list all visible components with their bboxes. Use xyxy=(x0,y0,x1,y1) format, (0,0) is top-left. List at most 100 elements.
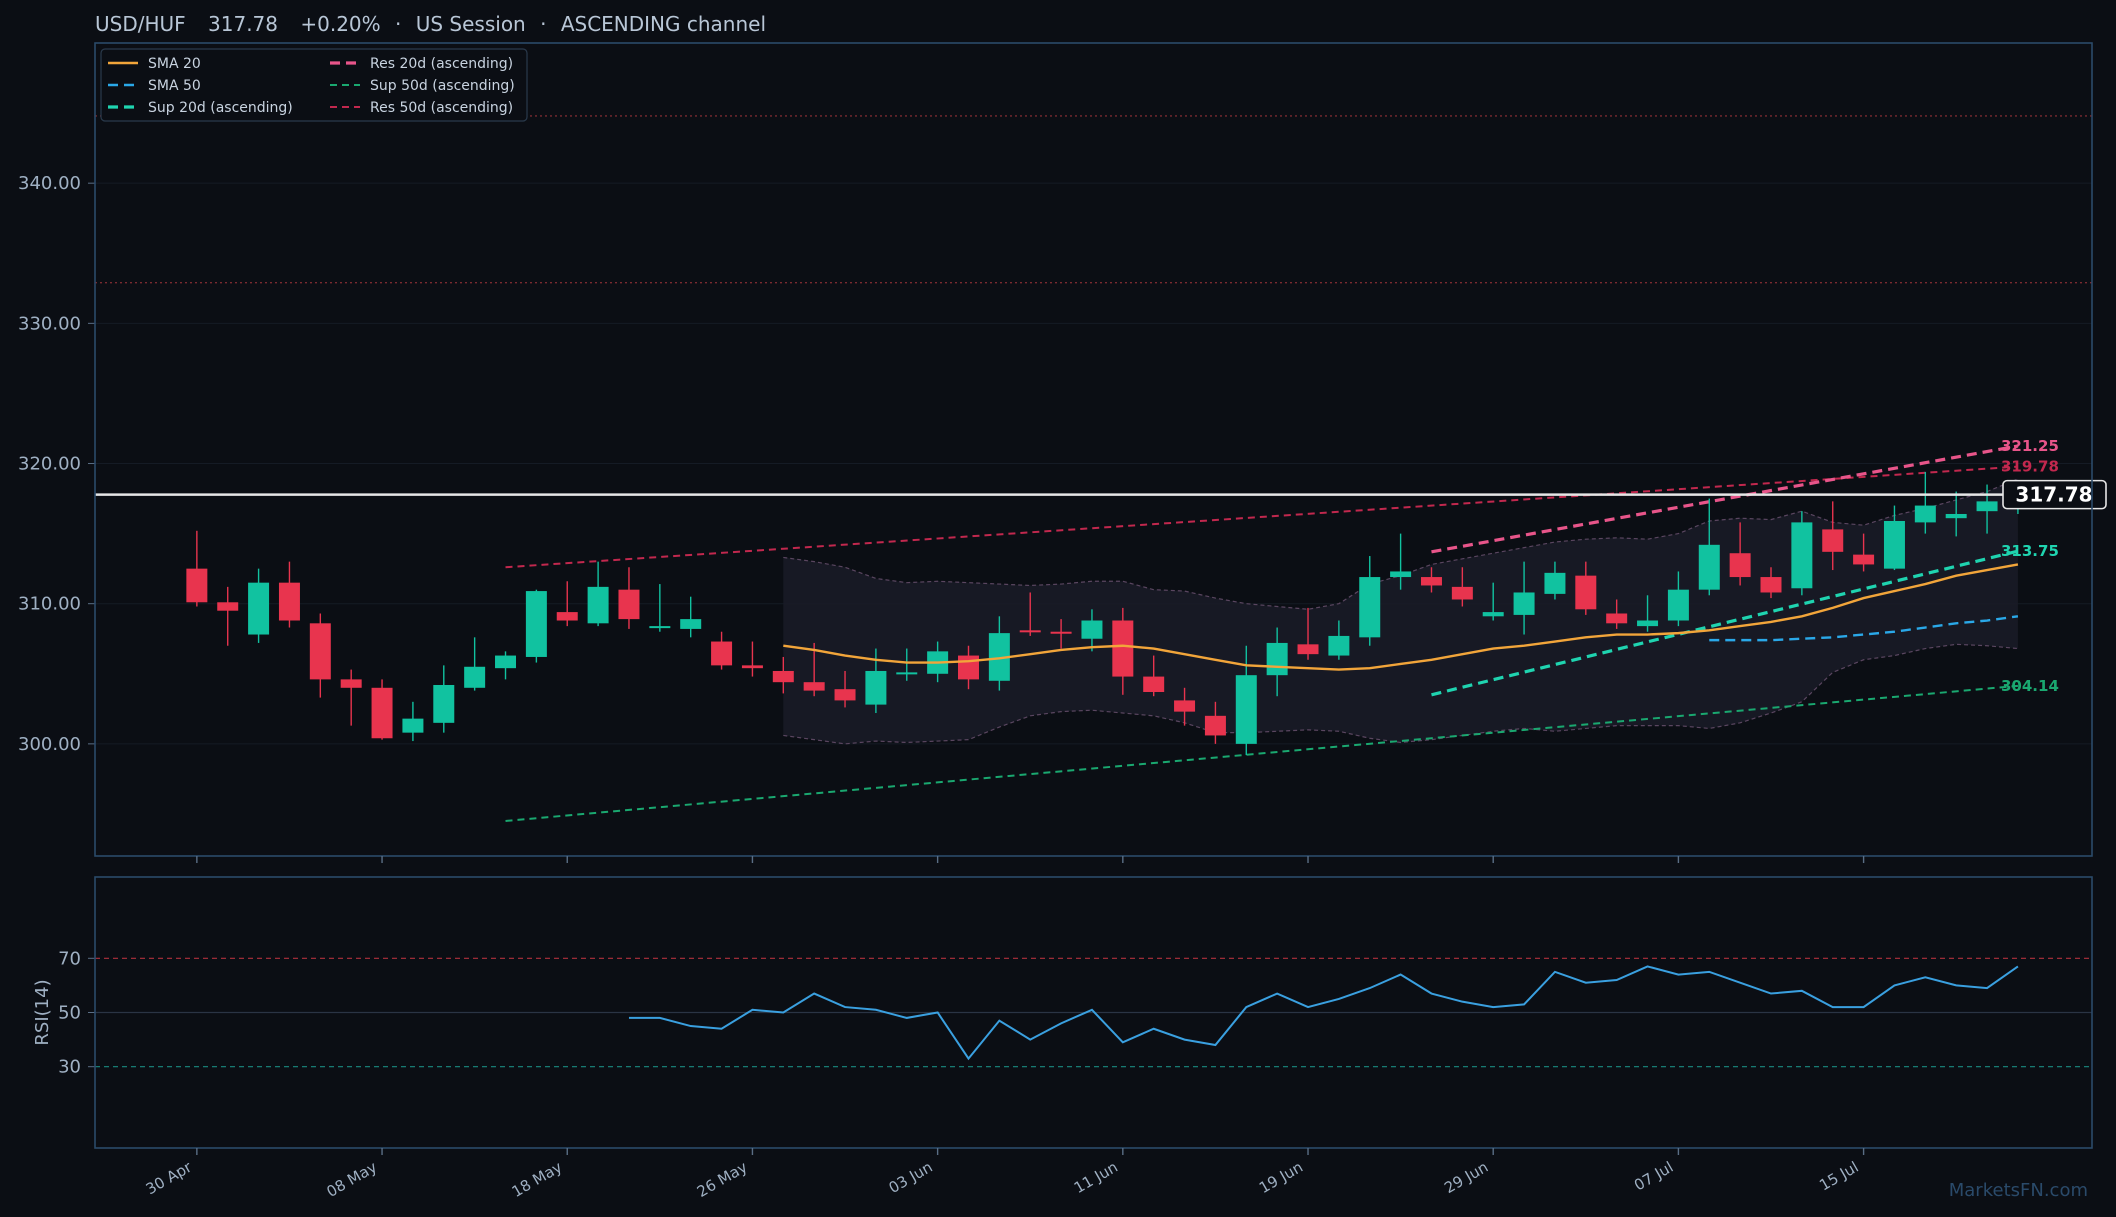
candle-body xyxy=(1235,675,1257,744)
candle-body xyxy=(1575,575,1597,610)
candle-body xyxy=(186,568,208,603)
title-channel: ASCENDING channel xyxy=(561,12,766,36)
sup20-legend-label: Sup 20d (ascending) xyxy=(148,100,293,116)
rsi-y-tick-label: 70 xyxy=(58,948,81,969)
candle-body xyxy=(711,641,733,666)
candle-down xyxy=(1112,607,1134,695)
candle-body xyxy=(896,672,918,675)
candle-down xyxy=(803,642,825,697)
candle-up xyxy=(464,637,486,691)
candle-body xyxy=(1050,631,1072,634)
candle-up xyxy=(525,589,547,663)
candle-body xyxy=(1266,642,1288,676)
candle-body xyxy=(649,626,671,629)
candle-body xyxy=(1328,635,1350,656)
sma20-legend-label: SMA 20 xyxy=(148,56,201,72)
candle-body xyxy=(402,718,424,733)
candle-up xyxy=(587,561,609,627)
candle-down xyxy=(1174,687,1196,726)
candle-up xyxy=(1081,609,1103,652)
res50-legend-label: Res 50d (ascending) xyxy=(370,100,513,116)
candle-down xyxy=(1019,592,1041,636)
price-y-tick-label: 340.00 xyxy=(18,173,81,194)
candle-body xyxy=(309,623,331,680)
candle-body xyxy=(1667,589,1689,621)
candle-up xyxy=(1976,484,1998,534)
rsi-y-tick-label: 30 xyxy=(58,1057,81,1078)
candle-up xyxy=(1328,620,1350,660)
title-symbol: USD/HUF xyxy=(95,12,186,36)
price-y-tick-label: 320.00 xyxy=(18,454,81,475)
sma50-line xyxy=(1709,615,2019,642)
candle-up xyxy=(1390,533,1412,590)
watermark: MarketsFN.com xyxy=(1949,1180,2088,1201)
candle-body xyxy=(433,684,455,723)
candle-body xyxy=(1204,715,1226,736)
candle-body xyxy=(1297,644,1319,655)
sma50-legend-label: SMA 50 xyxy=(148,78,201,94)
candle-up xyxy=(433,665,455,733)
candle-body xyxy=(587,586,609,624)
res20-trend-line xyxy=(1431,444,2019,554)
candle-down xyxy=(1204,701,1226,744)
candle-body xyxy=(1914,505,1936,523)
candle-body xyxy=(495,655,517,669)
candle-down xyxy=(1420,567,1442,593)
price-panel: 300.00 310.00 320.00 330.00 340.00 317.78 321.… xyxy=(18,42,2107,857)
candle-body xyxy=(988,633,1010,681)
envelope-lower-line xyxy=(783,643,2018,745)
title-price: 317.78 xyxy=(208,12,278,36)
candle-body xyxy=(1637,620,1659,627)
candle-body xyxy=(865,670,887,705)
candle-up xyxy=(1667,571,1689,627)
candle-body xyxy=(217,602,239,611)
candle-body xyxy=(1729,553,1751,578)
candle-down xyxy=(1729,522,1751,586)
candle-body xyxy=(834,689,856,701)
candle-up xyxy=(495,651,517,680)
candle-up xyxy=(1544,561,1566,600)
candle-down xyxy=(1451,567,1473,607)
sma20-line xyxy=(783,563,2019,671)
candle-body xyxy=(278,582,300,621)
candle-down xyxy=(711,631,733,670)
candle-body xyxy=(741,665,763,669)
candle-body xyxy=(1390,571,1412,578)
candle-body xyxy=(1976,501,1998,512)
candle-down xyxy=(741,641,763,677)
price-y-tick-label: 310.00 xyxy=(18,594,81,615)
legend-box xyxy=(100,48,528,122)
sup20-trend-line xyxy=(1431,549,2019,697)
candle-up xyxy=(1791,511,1813,596)
candle-down xyxy=(1822,501,1844,571)
candle-down xyxy=(772,656,794,694)
candle-up xyxy=(649,584,671,632)
candle-body xyxy=(1359,577,1381,638)
candle-body xyxy=(1606,613,1628,624)
candle-body xyxy=(464,666,486,688)
candle-body xyxy=(371,687,393,739)
rsi-axis-label: RSI(14) xyxy=(32,979,53,1045)
candle-down xyxy=(1050,619,1072,649)
res50-trend-line xyxy=(505,465,2018,569)
candle-down xyxy=(1760,567,1782,599)
candle-body xyxy=(1945,513,1967,519)
chart-title: USD/HUF 317.78 +0.20% · US Session · ASC… xyxy=(95,12,766,36)
candle-down xyxy=(1297,607,1319,660)
rsi-panel-frame xyxy=(94,876,2093,1149)
candle-down xyxy=(309,613,331,698)
candle-body xyxy=(1883,520,1905,569)
candle-body xyxy=(1451,586,1473,600)
candle-down xyxy=(371,679,393,740)
candle-up xyxy=(680,596,702,638)
candle-body xyxy=(958,655,979,680)
last-price-tag xyxy=(2002,479,2107,510)
candle-up xyxy=(988,616,1010,691)
candle-down xyxy=(1143,655,1165,697)
candle-body xyxy=(1822,529,1844,552)
candle-body xyxy=(1112,620,1134,677)
candle-down xyxy=(340,669,362,726)
title-change: +0.20% xyxy=(300,12,380,36)
res50-end-label: 319.78 xyxy=(2001,458,2059,476)
